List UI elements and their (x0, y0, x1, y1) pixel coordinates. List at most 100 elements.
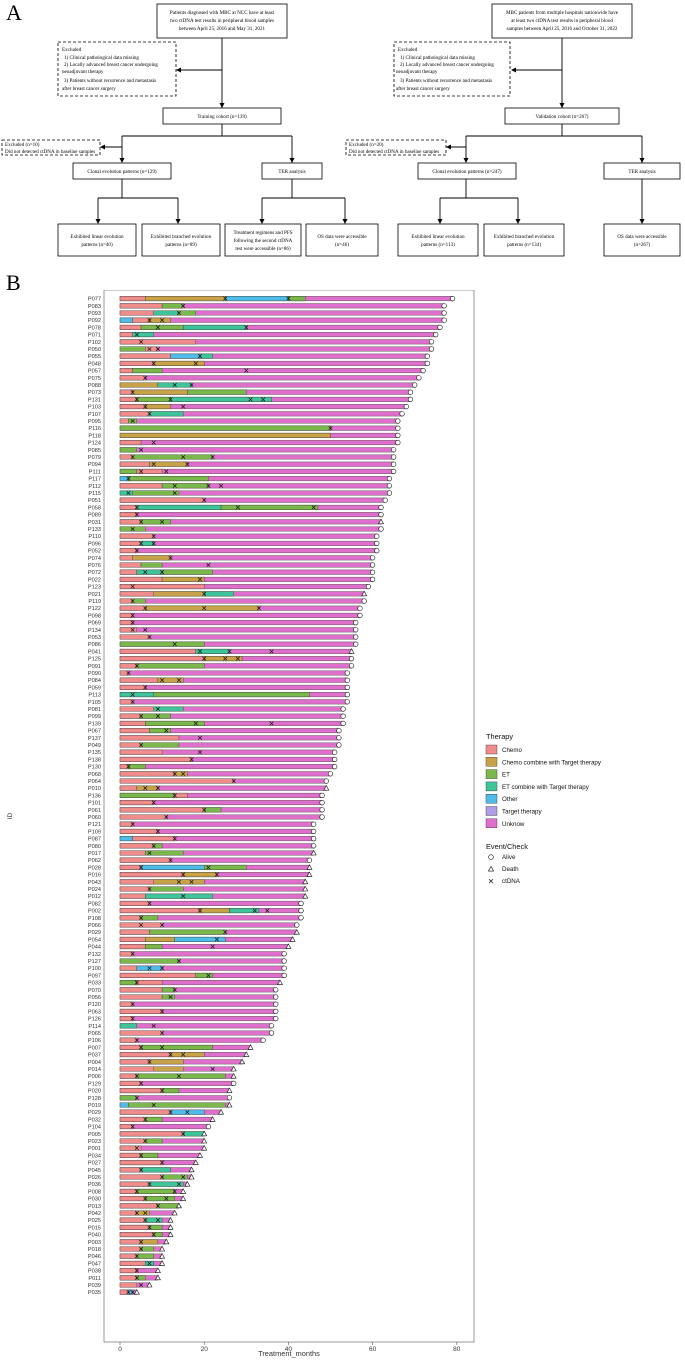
therapy-segment (119, 483, 163, 489)
training-treatment-box (224, 223, 302, 257)
alive-marker (374, 548, 380, 554)
training-excluded-line6: after breast cancer surgery (62, 85, 116, 92)
patient-id-label: P039 (88, 1283, 101, 1289)
validation-excluded-line2: 1) Clinical pathological data missing (400, 54, 475, 61)
ctdna-marker (151, 800, 156, 805)
ctdna-marker (139, 519, 144, 524)
patient-id-label: P072 (88, 570, 101, 576)
ctdna-marker (147, 1261, 152, 1266)
patient-row (119, 1072, 237, 1079)
ctdna-marker (176, 1182, 181, 1187)
validation-source-box (491, 3, 633, 39)
validation-os-line1: OS data were accessible (617, 234, 667, 240)
legend-event-label: Alive (502, 854, 516, 861)
patient-id-label: P131 (88, 397, 101, 403)
patient-id-label: P013 (88, 1204, 101, 1210)
training-branched-line1: Exhibited branched evolution (151, 234, 212, 240)
alive-marker (391, 454, 397, 460)
patient-row (119, 634, 359, 640)
validation-branched-line2: patterns (n=134) (507, 241, 541, 248)
therapy-segment (136, 504, 222, 510)
patient-id-label: P088 (88, 383, 101, 389)
patient-id-label: P014 (88, 1067, 101, 1073)
training-excluded-box (57, 41, 177, 97)
patient-row (119, 303, 447, 309)
ctdna-marker (143, 606, 148, 611)
patient-row (119, 1188, 187, 1194)
patient-row (119, 648, 355, 654)
therapy-segment (145, 1196, 175, 1202)
alive-marker (353, 634, 359, 640)
patient-row (119, 1051, 250, 1058)
patient-id-label: P047 (88, 1261, 101, 1267)
ctdna-marker (134, 663, 139, 668)
patient-row (119, 468, 397, 474)
legend-event-label: Death (502, 866, 519, 873)
ctdna-marker (155, 706, 160, 712)
patient-id-label: P109 (88, 829, 101, 835)
x-axis: 0 20 40 60 80 (118, 1342, 461, 1353)
ctdna-marker (151, 1023, 156, 1028)
ctdna-marker (134, 1038, 139, 1043)
therapy-segment (161, 994, 175, 1000)
therapy-segment (119, 836, 133, 842)
validation-ter-label: TER analysis (628, 169, 655, 175)
patient-row (119, 296, 456, 302)
patient-id-label: P064 (88, 779, 101, 785)
therapy-segment (145, 850, 184, 856)
therapy-segment (119, 396, 138, 402)
alive-marker (370, 576, 376, 583)
death-marker (310, 849, 317, 856)
therapy-segment (119, 641, 205, 647)
patient-row (119, 339, 435, 345)
legend: Therapy Chemo Chemo combine with Target th… (485, 732, 602, 885)
patient-id-label: P008 (88, 1189, 101, 1195)
patient-row (119, 792, 325, 799)
patient-id-label: P035 (88, 1290, 101, 1296)
alive-marker (344, 677, 350, 683)
patient-row (119, 892, 309, 899)
patient-id-label: P100 (88, 966, 101, 972)
patient-row (119, 936, 296, 942)
therapy-segment (128, 476, 209, 482)
alive-marker (231, 1080, 237, 1087)
patient-id-label: P050 (88, 347, 101, 353)
legend-therapy-label: Chemo (502, 747, 523, 754)
ctdna-marker (130, 822, 135, 827)
therapy-segment (140, 1167, 171, 1173)
therapy-segment (119, 958, 180, 964)
patient-id-label: P055 (88, 354, 101, 360)
alive-marker (294, 922, 300, 928)
patient-id-label: P095 (88, 419, 101, 425)
therapy-segment (119, 533, 377, 539)
patient-row (119, 382, 418, 388)
ctdna-marker (261, 397, 266, 402)
therapy-segment (119, 634, 150, 640)
ctdna-marker (143, 570, 148, 575)
patient-row (119, 1216, 174, 1223)
ctdna-marker (147, 966, 152, 971)
death-marker (196, 1152, 203, 1158)
patient-row (119, 843, 317, 849)
legend-therapy-label: Other (502, 796, 517, 803)
ctdna-marker (151, 1232, 156, 1237)
alive-marker (412, 382, 418, 388)
therapy-segment (119, 692, 154, 698)
alive-marker (281, 958, 287, 964)
patient-row (119, 1238, 170, 1245)
patient-row (119, 1209, 178, 1216)
therapy-segment (119, 980, 138, 986)
therapy-segment (119, 1224, 150, 1230)
training-source-line1: Patients diagnosed with MBC at NCC have … (170, 10, 275, 16)
ctdna-marker (210, 944, 215, 949)
therapy-segment (119, 893, 146, 899)
alive-marker (281, 951, 287, 957)
ctdna-marker (160, 922, 165, 928)
ctdna-marker (139, 742, 144, 748)
therapy-segment (225, 296, 289, 302)
therapy-segment (161, 576, 205, 582)
therapy-segment (119, 872, 184, 878)
patient-id-label: P091 (88, 664, 101, 670)
patient-id-label: P076 (88, 563, 101, 569)
ctdna-marker (164, 1196, 169, 1201)
